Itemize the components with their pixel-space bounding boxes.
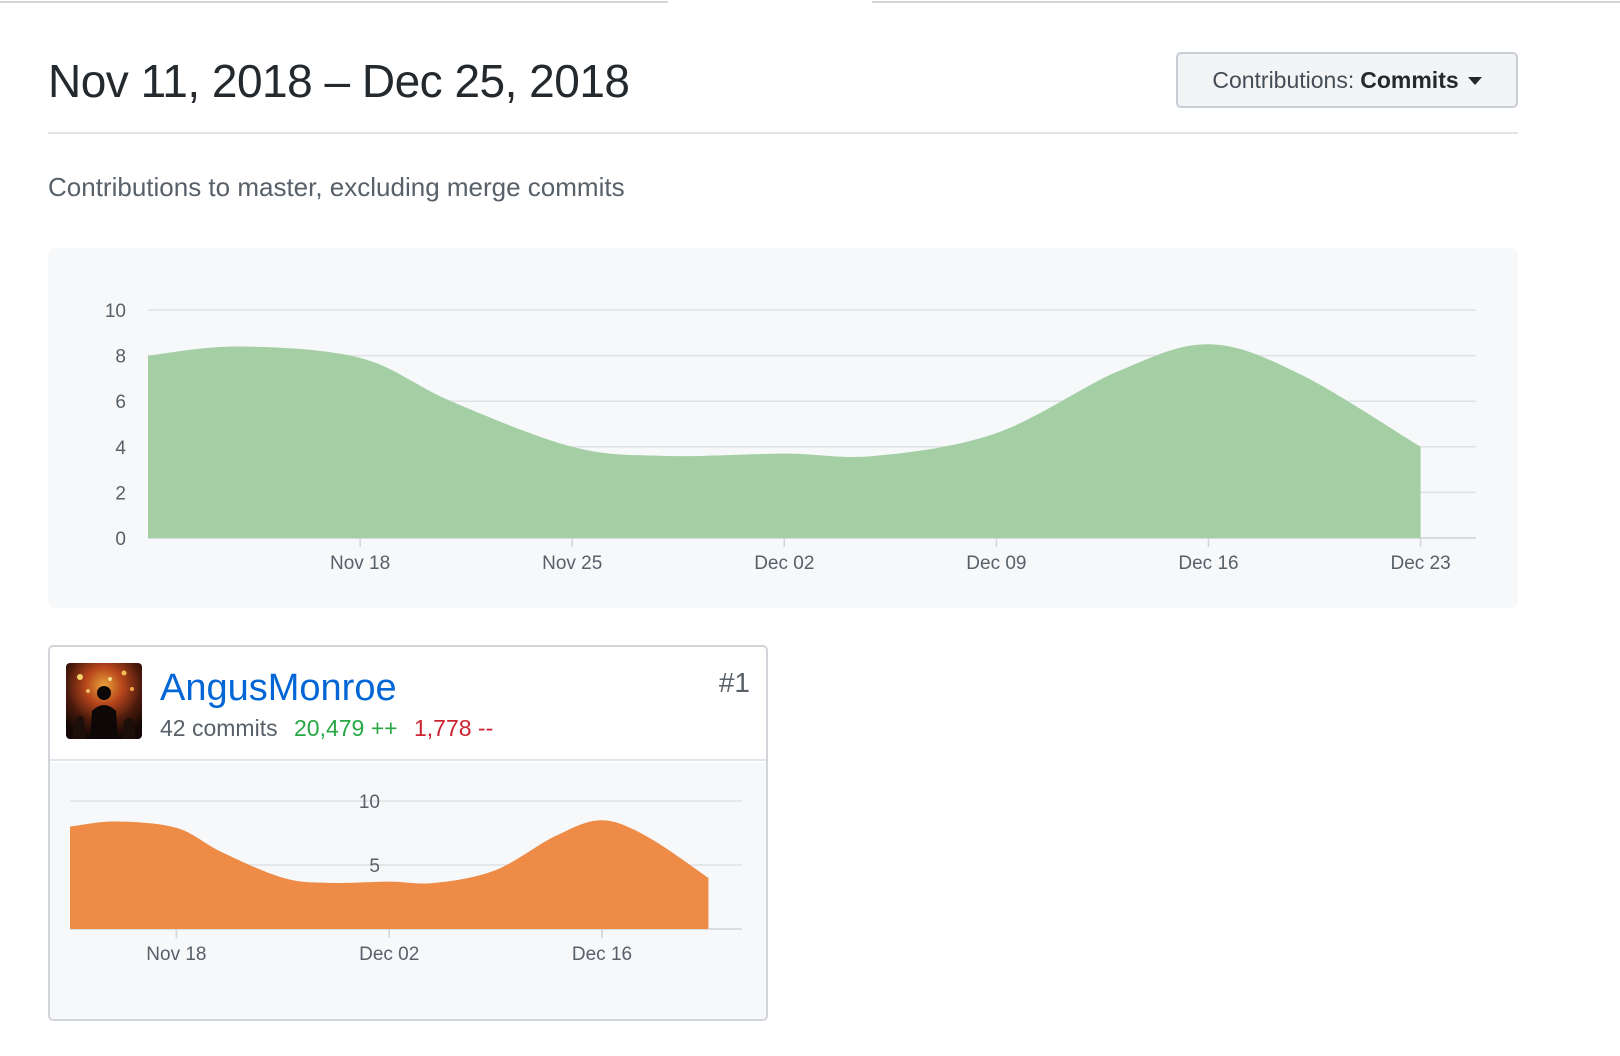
page-title: Nov 11, 2018 – Dec 25, 2018 (48, 55, 630, 107)
avatar-image (66, 663, 142, 739)
y-tick-label: 6 (115, 392, 126, 413)
x-tick-label: Dec 23 (1390, 553, 1450, 574)
x-tick-label: Nov 18 (330, 553, 390, 574)
additions-count: 20,479 ++ (293, 715, 398, 741)
contributor-chart: 5 10 Nov 18 Dec 02 Dec 16 (50, 763, 766, 1019)
x-tick-label: Dec 09 (966, 553, 1026, 574)
tab-divider-left (0, 0, 668, 3)
y-tick-label: 0 (115, 529, 126, 550)
x-tick-label: Dec 16 (1178, 553, 1238, 574)
x-tick-label: Dec 16 (572, 944, 632, 965)
x-tick-label: Dec 02 (359, 944, 419, 965)
contributions-label: Contributions: (1212, 66, 1355, 93)
deletions-count: 1,778 -- (413, 715, 494, 741)
x-tick-label: Dec 02 (754, 553, 814, 574)
y-tick-label: 4 (115, 438, 126, 459)
contributions-value: Commits (1360, 66, 1459, 93)
contributions-dropdown-button[interactable]: Contributions: Commits (1176, 52, 1518, 108)
tab-divider-right (872, 0, 1620, 3)
page-header: Nov 11, 2018 – Dec 25, 2018 Contribution… (48, 50, 1518, 134)
x-tick-label: Nov 25 (542, 553, 602, 574)
contributor-chart-svg: 5 10 Nov 18 Dec 02 Dec 16 (70, 792, 742, 965)
series-area (148, 344, 1421, 538)
contributor-rank: #1 (718, 667, 750, 698)
contributor-card: AngusMonroe #1 42 commits 20,479 ++ 1,77… (48, 645, 768, 1021)
chart-subtitle: Contributions to master, excluding merge… (48, 172, 625, 202)
commit-count[interactable]: 42 commits (160, 715, 278, 741)
y-tick-label: 10 (105, 301, 126, 322)
series-area (70, 820, 709, 929)
tab-underline (0, 0, 1620, 4)
main-chart-svg: 0 2 4 6 8 10 Nov 18 Nov 25 Dec 02 Dec 09 Dec 16 Dec… (105, 301, 1476, 574)
x-tick-label: Nov 18 (146, 944, 206, 965)
avatar[interactable] (66, 663, 142, 739)
contributor-card-header: AngusMonroe #1 42 commits 20,479 ++ 1,77… (50, 647, 766, 761)
caret-down-icon (1467, 77, 1482, 85)
y-tick-label: 5 (369, 856, 380, 877)
y-tick-label: 8 (115, 347, 126, 368)
contributor-stats: 42 commits 20,479 ++ 1,778 -- (160, 715, 493, 742)
main-contributions-chart: 0 2 4 6 8 10 Nov 18 Nov 25 Dec 02 Dec 09 Dec 16 Dec… (48, 248, 1518, 608)
y-tick-label: 2 (115, 483, 126, 504)
contributor-username-link[interactable]: AngusMonroe (160, 667, 397, 709)
y-tick-label: 10 (359, 792, 380, 813)
